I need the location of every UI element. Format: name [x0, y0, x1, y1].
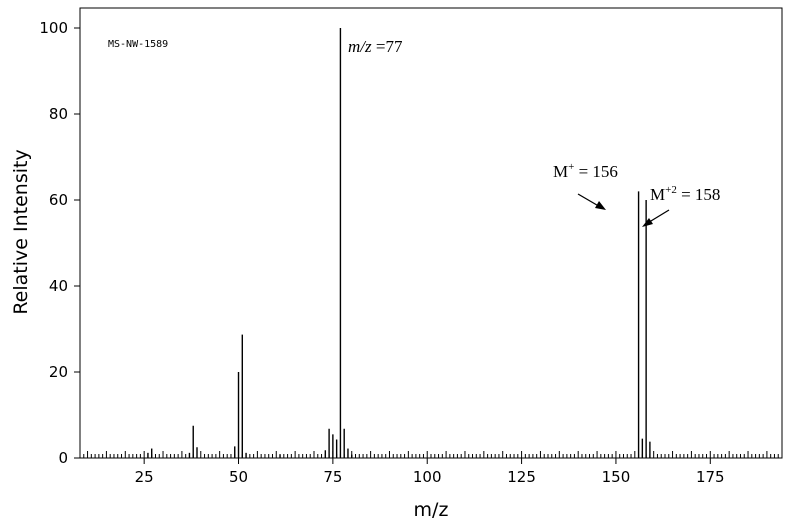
x-axis-title: m/z: [414, 499, 449, 521]
molecular-ion-sup: +: [568, 161, 574, 173]
y-tick-label: 0: [58, 449, 68, 467]
isotope-ion-arrow: [642, 209, 670, 227]
plot-frame: [79, 7, 783, 459]
x-axis-ticks: 25 50 75 100 125 150 175: [135, 458, 725, 486]
base-peak-prefix: m/z: [348, 37, 372, 56]
annotations: m/z =77 M+ = 156 M+2 = 158: [348, 37, 720, 227]
molecular-ion-base: M: [553, 162, 568, 181]
spectrum-id-label: MS-NW-1589: [108, 39, 168, 50]
molecular-ion-arrow: [577, 193, 606, 210]
isotope-ion-sup: +2: [665, 184, 677, 196]
base-peak-label: m/z =77: [348, 37, 403, 56]
x-tick-label: 175: [696, 468, 725, 486]
y-axis-title: Relative Intensity: [10, 149, 32, 314]
y-tick-label: 60: [49, 191, 68, 209]
x-tick-label: 150: [602, 468, 631, 486]
minor-ticks: [79, 451, 783, 458]
isotope-ion-label: M+2 = 158: [650, 184, 720, 204]
isotope-ion-base: M: [650, 185, 665, 204]
molecular-ion-value: = 156: [574, 162, 618, 181]
y-tick-label: 20: [49, 363, 68, 381]
peak-bars: [147, 28, 651, 458]
y-tick-label: 80: [49, 105, 68, 123]
x-tick-label: 100: [413, 468, 442, 486]
x-tick-label: 25: [135, 468, 154, 486]
x-tick-label: 125: [507, 468, 536, 486]
isotope-ion-value: = 158: [677, 185, 721, 204]
x-tick-label: 75: [323, 468, 342, 486]
molecular-ion-label: M+ = 156: [553, 161, 618, 181]
y-tick-label: 100: [39, 19, 68, 37]
x-tick-label: 50: [229, 468, 248, 486]
y-axis-ticks: 0 20 40 60 80 100: [39, 19, 80, 467]
y-tick-label: 40: [49, 277, 68, 295]
base-peak-value: =77: [372, 37, 403, 56]
